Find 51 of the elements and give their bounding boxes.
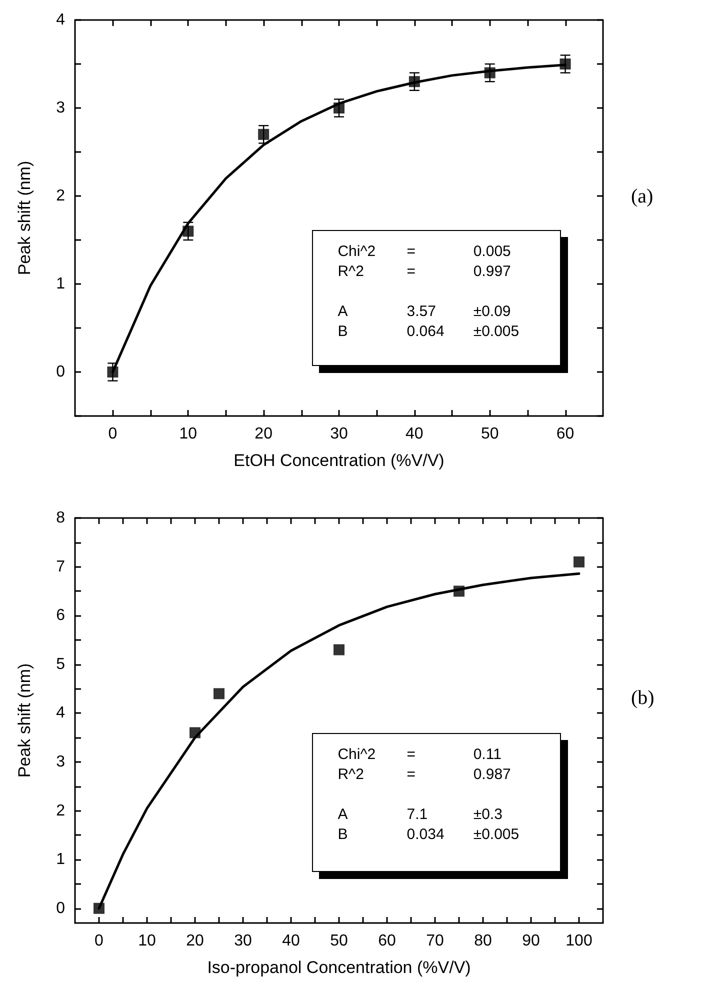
point — [560, 58, 571, 70]
point — [182, 226, 194, 237]
x-tick-label: 50 — [480, 426, 499, 442]
x-tick-label: 30 — [330, 426, 348, 442]
x-tick-label: 20 — [254, 426, 273, 442]
y-tick-label: 0 — [56, 900, 66, 917]
x-tick-label: 10 — [138, 932, 156, 950]
x-tick-label: 60 — [556, 426, 574, 442]
y-tick-label: 0 — [56, 364, 66, 380]
y-tick-label: 2 — [56, 188, 66, 204]
x-tick-label: 50 — [330, 932, 348, 950]
x-axis-title: EtOH Concentration (%V/V) — [234, 451, 444, 470]
x-tick-label: 90 — [522, 932, 540, 950]
y-tick-label: 4 — [56, 704, 66, 722]
point — [258, 128, 270, 140]
x-tick-label: 60 — [378, 932, 396, 950]
x-tick-label: 40 — [282, 932, 300, 950]
y-tick-label: 7 — [56, 558, 66, 576]
point — [574, 556, 584, 568]
x-tick-label: 20 — [186, 932, 204, 950]
y-tick-label: 5 — [56, 656, 66, 673]
y-axis-title: Peak shift (nm) — [15, 663, 34, 778]
point — [107, 366, 118, 378]
x-tick-label: 10 — [179, 426, 198, 442]
y-tick-label: 6 — [56, 607, 66, 624]
y-tick-label: 2 — [56, 802, 66, 820]
text: (a) — [631, 185, 654, 208]
point — [94, 902, 104, 914]
point — [190, 727, 200, 738]
x-tick-label: 80 — [474, 932, 492, 950]
point — [334, 644, 344, 656]
y-tick-label: 8 — [56, 510, 66, 526]
x-tick-label: 0 — [108, 426, 118, 442]
y-tick-label: 1 — [56, 276, 66, 292]
x-tick-label: 0 — [94, 932, 104, 950]
x-axis-title: Iso-propanol Concentration (%V/V) — [207, 958, 471, 977]
point — [334, 102, 344, 114]
y-tick-label: 3 — [56, 100, 66, 116]
x-tick-label: 30 — [234, 932, 252, 950]
point — [454, 586, 464, 597]
point — [484, 67, 496, 78]
point — [214, 688, 224, 700]
x-tick-label: 40 — [406, 426, 424, 442]
y-tick-label: 1 — [56, 851, 66, 868]
y-tick-label: 4 — [56, 12, 66, 28]
point — [408, 76, 420, 88]
x-tick-label: 70 — [426, 932, 444, 950]
y-axis-title: Peak shift (nm) — [15, 160, 34, 276]
text: (b) — [631, 687, 654, 710]
y-tick-label: 3 — [56, 753, 66, 770]
x-tick-label: 100 — [566, 932, 592, 950]
